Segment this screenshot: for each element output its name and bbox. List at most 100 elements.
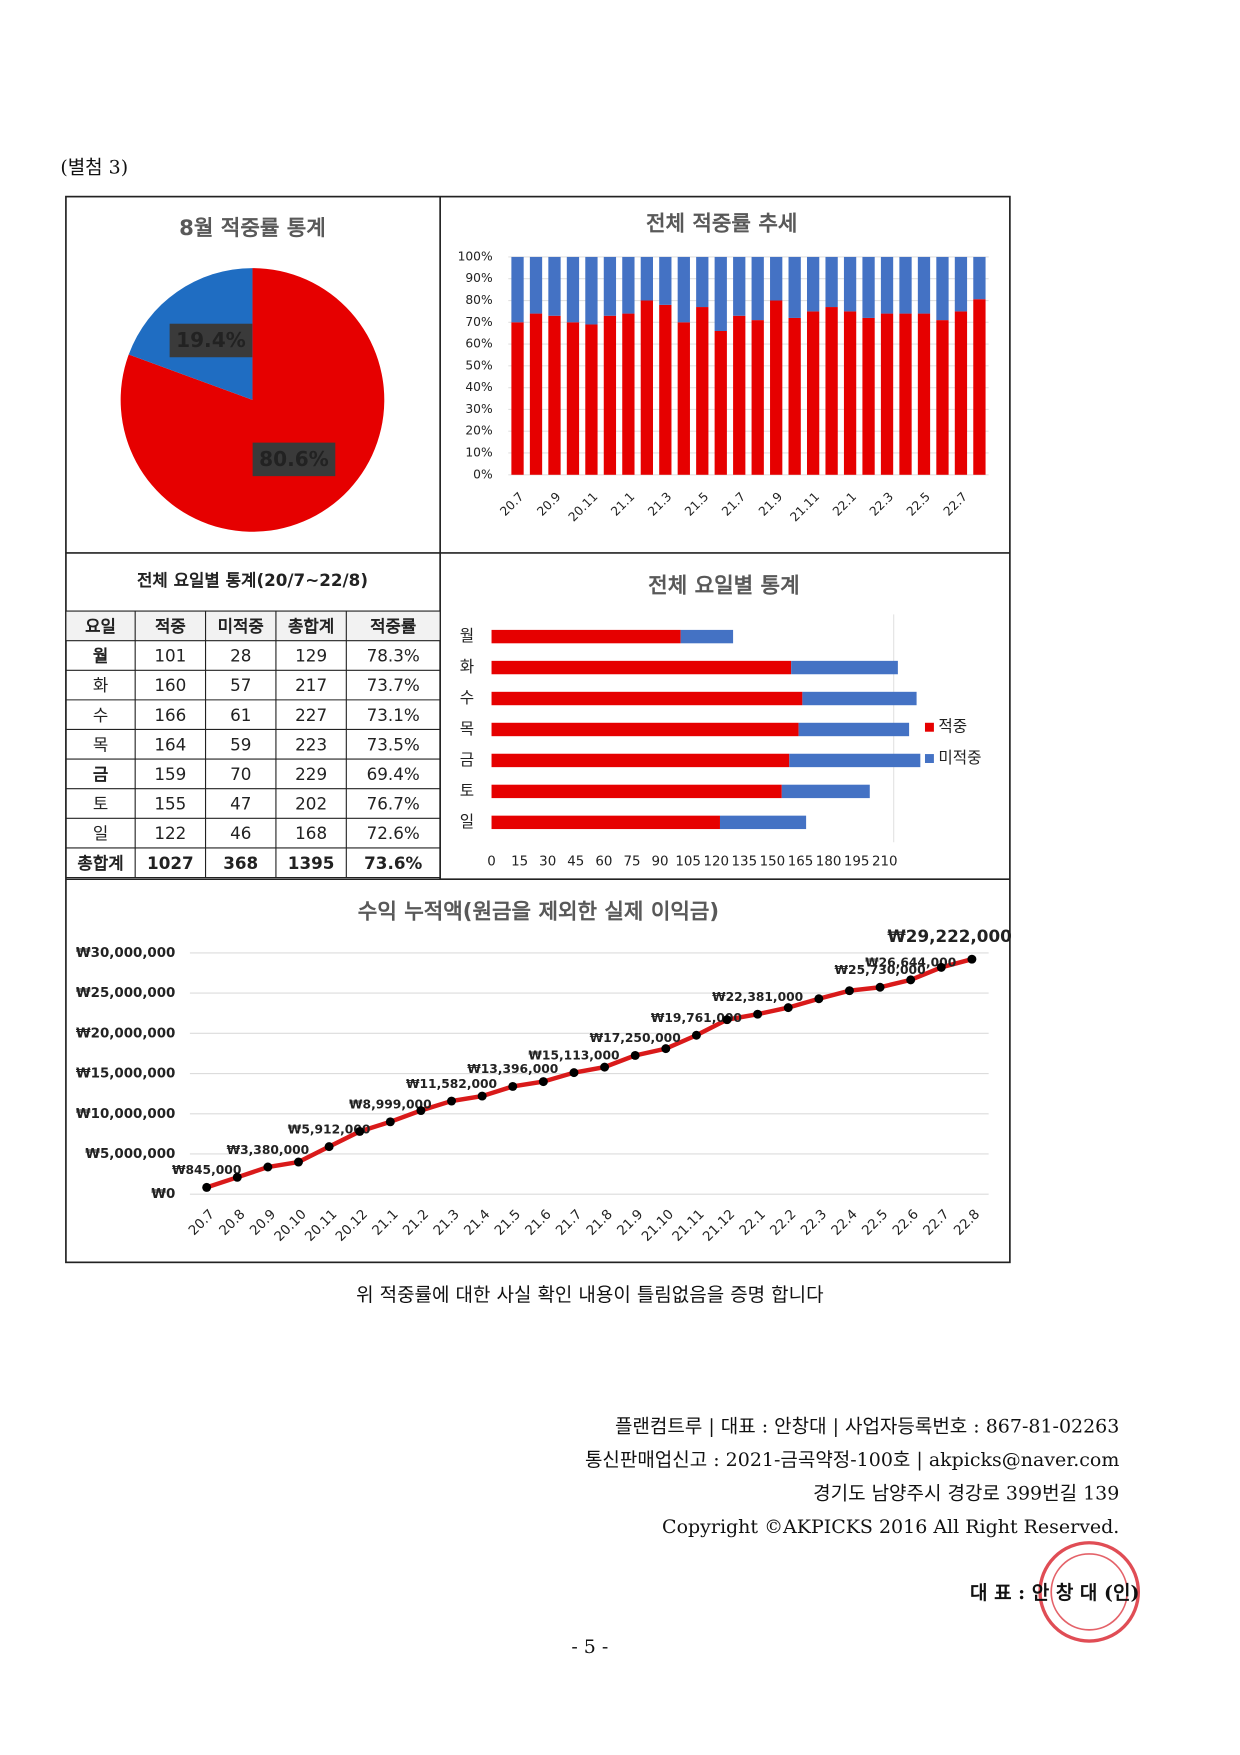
table-cell: 101 xyxy=(154,646,186,666)
x-tick-label: 45 xyxy=(567,854,584,869)
x-tick-label: 21.8 xyxy=(584,1207,616,1239)
bar-segment xyxy=(511,322,524,475)
table-cell: 1027 xyxy=(147,853,194,873)
data-label: 19.4% xyxy=(176,328,246,352)
bar-segment xyxy=(566,256,580,323)
point xyxy=(232,1172,242,1182)
y-tick-label: 월 xyxy=(460,626,474,645)
x-tick-label: 21.1 xyxy=(608,490,637,519)
y-tick-label: 0% xyxy=(473,467,492,481)
x-tick-label: 0 xyxy=(487,854,496,869)
data-label: ₩15,113,000 xyxy=(528,1048,619,1062)
x-tick-label: 60 xyxy=(595,854,612,869)
table-cell: 73.5% xyxy=(367,734,420,754)
data-label: ₩845,000 xyxy=(172,1163,241,1177)
point xyxy=(814,994,824,1004)
y-tick-label: 토 xyxy=(460,781,474,800)
table-cell: 217 xyxy=(295,675,327,695)
x-tick-label: 21.10 xyxy=(639,1207,677,1245)
bar-segment xyxy=(843,256,857,312)
bar-segment xyxy=(491,753,790,768)
table-title: 전체 요일별 통계(20/7~22/8) xyxy=(137,570,368,590)
data-label: ₩11,582,000 xyxy=(406,1077,497,1091)
point xyxy=(385,1117,395,1127)
table-cell: 368 xyxy=(223,853,258,873)
table-cell: 168 xyxy=(295,823,327,843)
bar-segment xyxy=(862,256,875,318)
bar-segment xyxy=(529,256,543,314)
bar-segment xyxy=(714,331,727,475)
bar-segment xyxy=(806,256,820,312)
bar-segment xyxy=(936,256,949,321)
label-box xyxy=(169,323,253,358)
data-label: ₩8,999,000 xyxy=(349,1098,432,1112)
bar-segment xyxy=(917,313,931,475)
bar-segment xyxy=(529,313,543,475)
table-cell: 73.7% xyxy=(367,675,420,695)
bar-segment xyxy=(899,313,912,475)
y-tick-label: ₩25,000,000 xyxy=(76,986,175,1001)
x-tick-label: 105 xyxy=(675,854,701,869)
data-label: ₩17,250,000 xyxy=(590,1031,681,1045)
bar-segment xyxy=(880,256,894,314)
point xyxy=(508,1081,518,1091)
data-label: ₩5,912,000 xyxy=(288,1122,371,1136)
x-tick-label: 22.6 xyxy=(890,1207,922,1239)
x-tick-label: 20.7 xyxy=(186,1207,218,1239)
bar-segment xyxy=(491,784,782,799)
x-tick-label: 22.8 xyxy=(951,1207,983,1239)
table-cell: 수 xyxy=(93,705,108,725)
legend-swatch xyxy=(924,722,934,732)
x-tick-label: 22.3 xyxy=(798,1207,830,1239)
table-cell: 122 xyxy=(154,823,186,843)
table-cell: 일 xyxy=(93,823,108,843)
y-tick-label: 100% xyxy=(458,249,493,263)
bar-segment xyxy=(640,300,653,475)
y-tick-label: 10% xyxy=(465,445,492,459)
table-cell: 59 xyxy=(230,734,251,754)
x-tick-label: 21.2 xyxy=(400,1207,432,1239)
table-cell: 토 xyxy=(93,794,108,814)
y-tick-label: ₩0 xyxy=(151,1187,175,1202)
table-cell: 총합계 xyxy=(77,853,123,873)
bar-segment xyxy=(677,256,690,323)
x-tick-label: 15 xyxy=(511,854,528,869)
bar-segment xyxy=(680,629,734,644)
footer-line: 경기도 남양주시 경강로 399번길 139 xyxy=(813,1483,1119,1505)
x-tick-label: 20.11 xyxy=(566,490,601,525)
point xyxy=(202,1182,212,1192)
data-label: ₩25,730,000 xyxy=(835,963,926,977)
bar-segment xyxy=(917,256,931,314)
table-cell: 78.3% xyxy=(367,646,420,666)
bar-segment xyxy=(862,317,875,475)
point xyxy=(753,1009,763,1019)
y-tick-label: ₩10,000,000 xyxy=(76,1107,175,1122)
footer-line: Copyright ©AKPICKS 2016 All Right Reserv… xyxy=(662,1516,1119,1538)
point xyxy=(355,1126,365,1136)
point xyxy=(906,975,916,985)
x-tick-label: 90 xyxy=(652,854,669,869)
bar-segment xyxy=(843,311,857,475)
y-tick-label: 70% xyxy=(465,315,492,329)
x-tick-label: 22.7 xyxy=(941,490,970,519)
table-cell: 73.1% xyxy=(367,705,420,725)
page-number: - 5 - xyxy=(571,1636,608,1658)
seal xyxy=(1050,1553,1129,1631)
bar-segment xyxy=(548,315,561,475)
bar-segment xyxy=(585,256,598,325)
chart-title: 수익 누적액(원금을 제외한 실제 이익금) xyxy=(358,900,719,925)
table-cell: 129 xyxy=(295,646,327,666)
point xyxy=(569,1068,579,1078)
bar-segment xyxy=(566,322,580,475)
x-tick-label: 21.3 xyxy=(431,1207,463,1239)
table-cell: 72.6% xyxy=(367,823,420,843)
table-cell: 화 xyxy=(93,675,108,695)
x-tick-label: 21.5 xyxy=(492,1207,524,1239)
table-cell: 적중률 xyxy=(370,616,416,636)
bar-segment xyxy=(622,256,635,314)
table-cell: 160 xyxy=(154,675,186,695)
bar-segment xyxy=(585,324,598,475)
point xyxy=(294,1157,303,1167)
bar-segment xyxy=(491,815,720,830)
